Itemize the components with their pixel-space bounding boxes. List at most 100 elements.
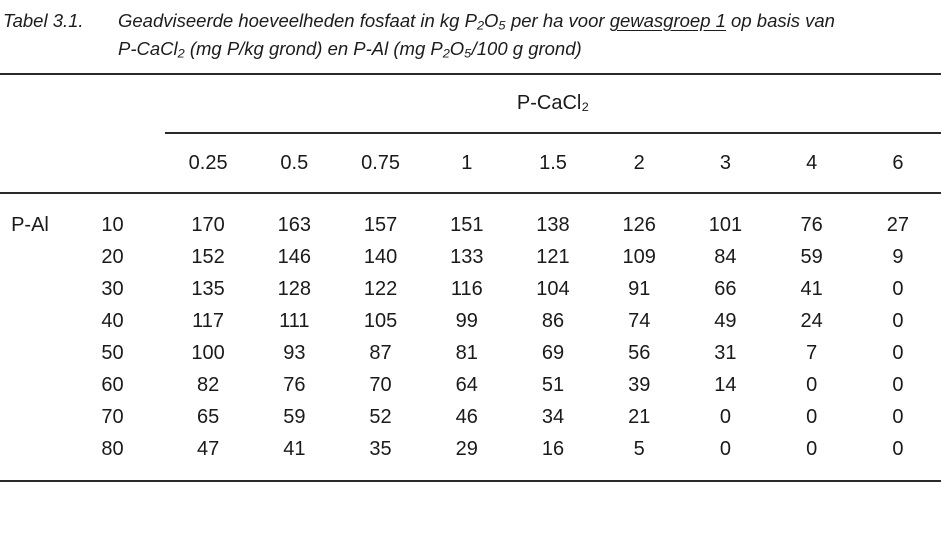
value-cell: 0 [892,309,904,332]
col-header: 1.5 [509,133,597,194]
value-cell: 138 [536,213,570,236]
caption-line1-pre: Geadviseerde hoeveelheden fosfaat in kg … [118,10,610,31]
value-cell: 135 [191,277,225,300]
value-cell: 59 [283,405,306,428]
value-cell: 9 [892,245,904,268]
value-cell: 170 [191,213,225,236]
row-key: 60 [101,373,124,396]
value-cell: 5 [633,437,645,460]
table-row: 70 65 59 52 46 34 21 0 0 0 [0,401,941,433]
row-axis-label: P-Al [11,213,49,236]
value-cell: 82 [196,373,220,396]
column-header-spacer [0,133,165,194]
value-cell: 41 [800,277,823,300]
value-cell: 100 [191,341,225,364]
value-cell: 126 [622,213,656,236]
value-cell: 133 [450,245,484,268]
row-axis-spacer [0,273,60,305]
value-cell: 46 [455,405,478,428]
value-cell: 146 [277,245,312,268]
value-cell: 39 [628,373,651,396]
col-header: 3 [682,133,769,194]
value-cell: 7 [806,341,818,364]
value-cell: 66 [714,277,737,300]
value-cell: 151 [450,213,484,236]
value-cell: 51 [541,373,565,396]
value-cell: 65 [196,405,220,428]
row-key: 20 [101,245,124,268]
row-key: 30 [101,277,124,300]
caption-line-1: Geadviseerde hoeveelheden fosfaat in kg … [118,7,937,35]
value-cell: 122 [363,277,398,300]
value-cell: 117 [192,309,225,332]
row-key: 70 [101,405,124,428]
row-axis-spacer [0,241,60,273]
value-cell: 111 [279,309,310,332]
col-group-header-pcacl2: P-CaCl₂ [165,74,941,134]
value-cell: 35 [369,437,392,460]
value-cell: 16 [541,437,565,460]
value-cell: 0 [892,437,904,460]
table-row: 60 82 76 70 64 51 39 14 0 0 [0,369,941,401]
col-header: 6 [854,133,941,194]
value-cell: 0 [892,341,904,364]
value-cell: 0 [892,373,904,396]
value-cell: 69 [541,341,565,364]
value-cell: 0 [806,373,818,396]
value-cell: 0 [719,437,731,460]
value-cell: 109 [622,245,656,268]
table-row: 20 152 146 140 133 121 109 84 59 9 [0,241,941,273]
value-cell: 76 [283,373,306,396]
value-cell: 49 [714,309,737,332]
group-header-spacer [0,74,165,133]
col-header: 1 [423,133,510,194]
value-cell: 56 [628,341,651,364]
value-cell: 0 [719,405,731,428]
row-key: 80 [101,437,124,460]
col-header: 0.75 [337,133,424,194]
value-cell: 24 [800,309,823,332]
col-header: 0.25 [165,133,252,194]
value-cell: 74 [628,309,651,332]
value-cell: 84 [714,245,737,268]
value-cell: 14 [714,373,737,396]
row-key: 40 [101,309,124,332]
value-cell: 163 [277,213,312,236]
row-axis-spacer [0,337,60,369]
value-cell: 104 [536,277,570,300]
value-cell: 116 [450,277,483,300]
caption-line1-post: op basis van [725,10,835,31]
value-cell: 101 [708,213,743,236]
value-cell: 34 [541,405,565,428]
value-cell: 41 [283,437,306,460]
table-row: 50 100 93 87 81 69 56 31 7 0 [0,337,941,369]
row-axis-spacer [0,401,60,433]
value-cell: 81 [455,341,478,364]
value-cell: 87 [369,341,392,364]
row-key: 50 [101,341,124,364]
value-cell: 86 [541,309,565,332]
value-cell: 27 [886,213,909,236]
value-cell: 91 [628,277,651,300]
value-cell: 0 [806,405,818,428]
value-cell: 70 [369,373,392,396]
table-caption-text: Geadviseerde hoeveelheden fosfaat in kg … [118,7,941,63]
value-cell: 105 [363,309,398,332]
value-cell: 0 [892,405,904,428]
col-header: 0.5 [251,133,338,194]
phosphate-advice-table: P-CaCl₂ 0.25 0.5 0.75 1 1.5 2 3 4 6 P-Al… [0,73,941,482]
value-cell: 31 [714,341,737,364]
value-cell: 157 [363,213,398,236]
value-cell: 52 [369,405,392,428]
col-header: 4 [768,133,855,194]
row-axis-spacer [0,433,60,481]
value-cell: 99 [455,309,478,332]
value-cell: 76 [800,213,823,236]
value-cell: 21 [628,405,651,428]
value-cell: 47 [196,437,220,460]
caption-line-2: P-CaCl₂ (mg P/kg grond) en P-Al (mg P₂O₅… [118,38,582,59]
row-axis-spacer [0,369,60,401]
value-cell: 0 [892,277,904,300]
caption-line1-underlined: gewasgroep 1 [609,10,726,31]
